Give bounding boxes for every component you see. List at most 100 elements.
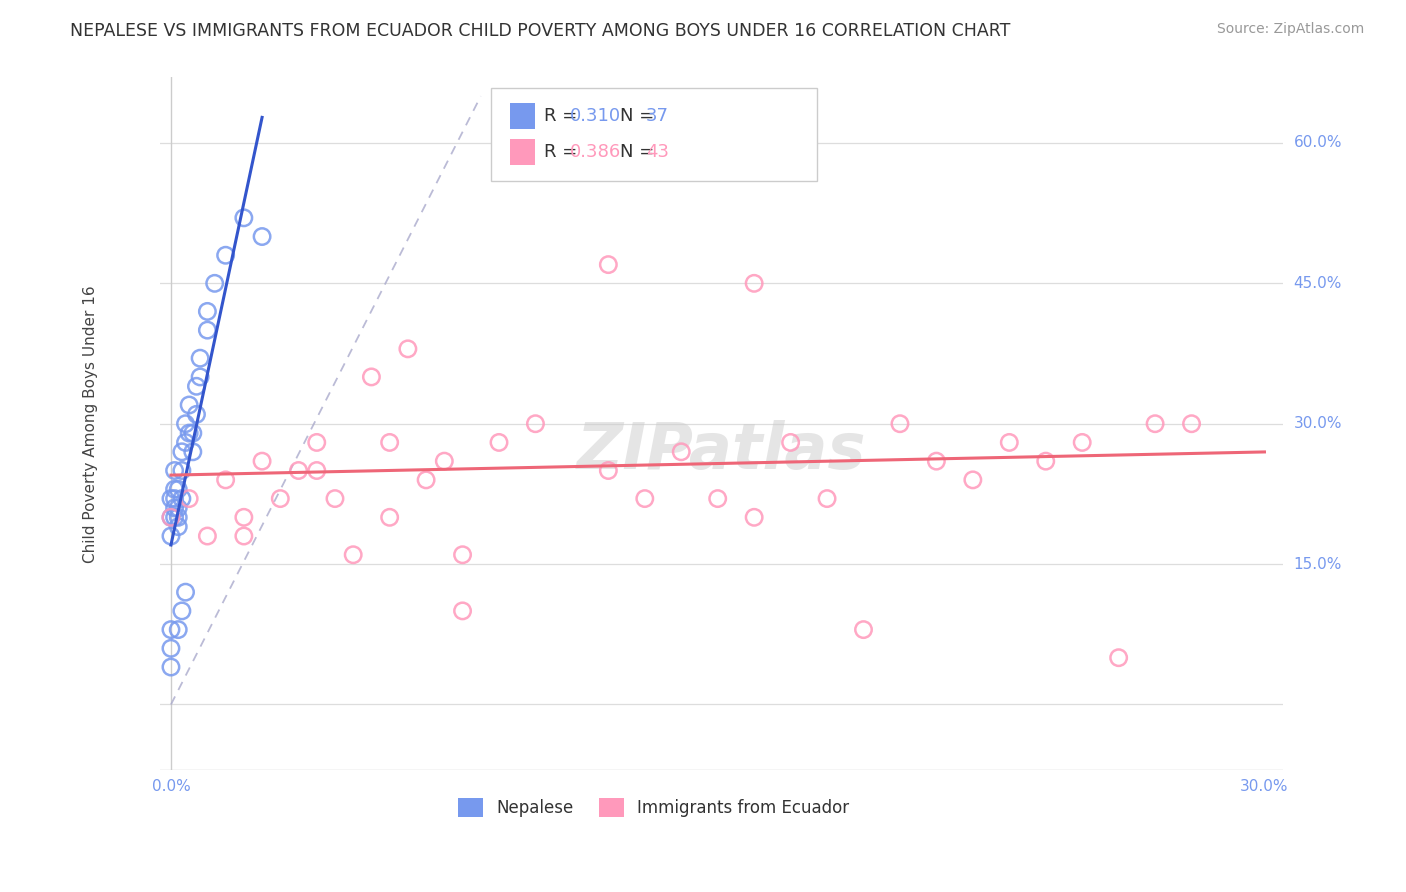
Point — [160, 510, 183, 524]
Point — [163, 463, 186, 477]
Point — [197, 323, 219, 337]
Point — [160, 510, 183, 524]
Point — [160, 641, 183, 656]
Point — [433, 454, 456, 468]
Point — [170, 463, 193, 477]
Point — [163, 491, 186, 506]
Point — [250, 229, 273, 244]
Point — [186, 379, 208, 393]
Text: 37: 37 — [647, 107, 669, 125]
Text: 0.310: 0.310 — [569, 107, 621, 125]
Point — [179, 426, 201, 441]
Point — [167, 510, 190, 524]
Point — [852, 623, 875, 637]
Point — [742, 510, 765, 524]
Point — [170, 491, 193, 506]
Text: N =: N = — [620, 144, 661, 161]
Point — [167, 500, 190, 515]
Point — [925, 454, 948, 468]
Text: R =: R = — [544, 107, 583, 125]
Point — [962, 473, 984, 487]
Point — [163, 482, 186, 496]
Point — [174, 585, 197, 599]
Point — [269, 491, 291, 506]
Point — [160, 623, 183, 637]
Point — [179, 491, 201, 506]
Point — [451, 604, 474, 618]
Point — [415, 473, 437, 487]
Point — [179, 398, 201, 412]
Point — [188, 351, 211, 366]
Point — [204, 277, 226, 291]
Legend: Nepalese, Immigrants from Ecuador: Nepalese, Immigrants from Ecuador — [451, 791, 856, 824]
Point — [378, 435, 401, 450]
Point — [671, 444, 693, 458]
Point — [214, 473, 236, 487]
Point — [170, 444, 193, 458]
Point — [160, 491, 183, 506]
Point — [1071, 435, 1094, 450]
Point — [160, 529, 183, 543]
Point — [232, 529, 254, 543]
FancyBboxPatch shape — [491, 87, 817, 181]
Point — [1035, 454, 1057, 468]
Point — [742, 277, 765, 291]
Point — [174, 435, 197, 450]
Point — [186, 408, 208, 422]
Text: 60.0%: 60.0% — [1294, 136, 1343, 151]
Text: Source: ZipAtlas.com: Source: ZipAtlas.com — [1216, 22, 1364, 37]
Point — [396, 342, 419, 356]
Point — [170, 604, 193, 618]
Text: 0.0%: 0.0% — [152, 780, 190, 795]
Point — [214, 248, 236, 262]
Point — [1180, 417, 1202, 431]
Point — [167, 623, 190, 637]
Point — [163, 500, 186, 515]
Text: NEPALESE VS IMMIGRANTS FROM ECUADOR CHILD POVERTY AMONG BOYS UNDER 16 CORRELATIO: NEPALESE VS IMMIGRANTS FROM ECUADOR CHIL… — [70, 22, 1011, 40]
Point — [160, 660, 183, 674]
Text: 30.0%: 30.0% — [1294, 417, 1343, 431]
Point — [815, 491, 838, 506]
FancyBboxPatch shape — [510, 139, 536, 165]
Point — [779, 435, 801, 450]
Point — [998, 435, 1021, 450]
Point — [305, 463, 328, 477]
Point — [305, 435, 328, 450]
Point — [181, 426, 204, 441]
Point — [163, 510, 186, 524]
FancyBboxPatch shape — [510, 103, 536, 129]
Point — [167, 482, 190, 496]
Point — [197, 304, 219, 318]
Text: 15.0%: 15.0% — [1294, 557, 1341, 572]
Point — [174, 417, 197, 431]
Point — [706, 491, 728, 506]
Point — [232, 211, 254, 225]
Point — [598, 258, 620, 272]
Text: R =: R = — [544, 144, 583, 161]
Point — [250, 454, 273, 468]
Text: ZIPatlas: ZIPatlas — [576, 420, 866, 483]
Text: Child Poverty Among Boys Under 16: Child Poverty Among Boys Under 16 — [83, 285, 98, 563]
Point — [323, 491, 346, 506]
Point — [167, 519, 190, 533]
Text: 43: 43 — [647, 144, 669, 161]
Point — [197, 529, 219, 543]
Text: N =: N = — [620, 107, 661, 125]
Point — [1144, 417, 1167, 431]
Text: 0.386: 0.386 — [569, 144, 621, 161]
Point — [634, 491, 657, 506]
Point — [287, 463, 309, 477]
Point — [598, 463, 620, 477]
Point — [181, 444, 204, 458]
Text: 45.0%: 45.0% — [1294, 276, 1341, 291]
Point — [524, 417, 547, 431]
Point — [561, 136, 583, 150]
Point — [378, 510, 401, 524]
Point — [451, 548, 474, 562]
Point — [360, 370, 382, 384]
Point — [889, 417, 911, 431]
Text: 30.0%: 30.0% — [1240, 780, 1289, 795]
Point — [188, 370, 211, 384]
Point — [232, 510, 254, 524]
Point — [342, 548, 364, 562]
